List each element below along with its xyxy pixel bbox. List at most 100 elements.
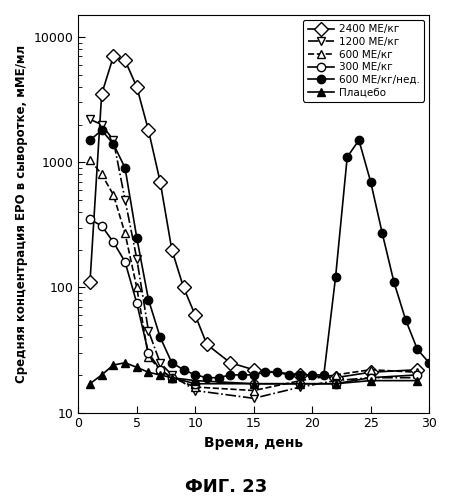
Плацебо	[367, 378, 373, 384]
600 МЕ/кг	[134, 284, 139, 290]
2400 МЕ/кг	[297, 372, 303, 378]
2400 МЕ/кг	[157, 178, 162, 184]
300 МЕ/кг	[169, 374, 174, 380]
Y-axis label: Средняя концентрация ЕРО в сыворотке, мМЕ/мл: Средняя концентрация ЕРО в сыворотке, мМ…	[15, 44, 28, 383]
1200 МЕ/кг	[110, 137, 116, 143]
1200 МЕ/кг	[122, 197, 128, 203]
600 МЕ/кг/нед.	[367, 178, 373, 184]
600 МЕ/кг	[110, 192, 116, 198]
Line: 300 МЕ/кг: 300 МЕ/кг	[86, 215, 421, 388]
2400 МЕ/кг	[332, 374, 337, 380]
600 МЕ/кг/нед.	[192, 372, 198, 378]
600 МЕ/кг/нед.	[250, 372, 256, 378]
600 МЕ/кг/нед.	[134, 234, 139, 240]
Плацебо	[157, 372, 162, 378]
600 МЕ/кг/нед.	[285, 372, 291, 378]
600 МЕ/кг	[145, 354, 151, 360]
600 МЕ/кг/нед.	[110, 141, 116, 147]
1200 МЕ/кг	[157, 360, 162, 366]
Legend: 2400 МЕ/кг, 1200 МЕ/кг, 600 МЕ/кг, 300 МЕ/кг, 600 МЕ/кг/нед., Плацебо: 2400 МЕ/кг, 1200 МЕ/кг, 600 МЕ/кг, 300 М…	[303, 20, 423, 102]
300 МЕ/кг	[332, 380, 337, 386]
300 МЕ/кг	[367, 374, 373, 380]
300 МЕ/кг	[157, 366, 162, 372]
2400 МЕ/кг	[169, 246, 174, 252]
2400 МЕ/кг	[367, 369, 373, 375]
2400 МЕ/кг	[134, 84, 139, 90]
2400 МЕ/кг	[110, 54, 116, 60]
Плацебо	[110, 362, 116, 368]
600 МЕ/кг/нед.	[122, 165, 128, 171]
600 МЕ/кг	[250, 388, 256, 394]
300 МЕ/кг	[87, 216, 92, 222]
600 МЕ/кг/нед.	[180, 366, 186, 372]
Плацебо	[87, 380, 92, 386]
Плацебо	[122, 360, 128, 366]
600 МЕ/кг	[122, 230, 128, 236]
1200 МЕ/кг	[250, 396, 256, 402]
300 МЕ/кг	[134, 300, 139, 306]
1200 МЕ/кг	[169, 372, 174, 378]
300 МЕ/кг	[192, 380, 198, 386]
600 МЕ/кг/нед.	[355, 137, 361, 143]
Плацебо	[297, 380, 303, 386]
2400 МЕ/кг	[250, 366, 256, 372]
Line: 600 МЕ/кг/нед.: 600 МЕ/кг/нед.	[86, 126, 432, 382]
2400 МЕ/кг	[414, 366, 419, 372]
Line: 2400 МЕ/кг: 2400 МЕ/кг	[85, 52, 421, 382]
300 МЕ/кг	[250, 380, 256, 386]
Плацебо	[250, 380, 256, 386]
600 МЕ/кг/нед.	[99, 128, 104, 134]
600 МЕ/кг/нед.	[145, 296, 151, 302]
600 МЕ/кг/нед.	[344, 154, 349, 160]
1200 МЕ/кг	[332, 378, 337, 384]
300 МЕ/кг	[110, 239, 116, 245]
600 МЕ/кг/нед.	[239, 372, 244, 378]
300 МЕ/кг	[297, 380, 303, 386]
600 МЕ/кг/нед.	[274, 369, 279, 375]
300 МЕ/кг	[99, 223, 104, 229]
600 МЕ/кг/нед.	[414, 346, 419, 352]
600 МЕ/кг/нед.	[297, 372, 303, 378]
Text: ФИГ. 23: ФИГ. 23	[184, 478, 267, 496]
2400 МЕ/кг	[227, 360, 232, 366]
600 МЕ/кг/нед.	[157, 334, 162, 340]
600 МЕ/кг/нед.	[320, 372, 326, 378]
300 МЕ/кг	[145, 350, 151, 356]
600 МЕ/кг	[99, 172, 104, 177]
600 МЕ/кг/нед.	[227, 372, 232, 378]
600 МЕ/кг/нед.	[169, 360, 174, 366]
600 МЕ/кг/нед.	[379, 230, 384, 236]
600 МЕ/кг/нед.	[332, 274, 337, 280]
600 МЕ/кг/нед.	[309, 372, 314, 378]
600 МЕ/кг	[157, 366, 162, 372]
600 МЕ/кг	[87, 156, 92, 162]
Плацебо	[169, 374, 174, 380]
600 МЕ/кг	[169, 374, 174, 380]
Line: Плацебо: Плацебо	[86, 358, 421, 388]
Плацебо	[192, 378, 198, 384]
1200 МЕ/кг	[367, 374, 373, 380]
300 МЕ/кг	[122, 259, 128, 265]
2400 МЕ/кг	[99, 91, 104, 97]
600 МЕ/кг/нед.	[402, 317, 408, 323]
Плацебо	[414, 378, 419, 384]
Line: 1200 МЕ/кг: 1200 МЕ/кг	[86, 115, 421, 403]
Плацебо	[134, 364, 139, 370]
600 МЕ/кг	[367, 366, 373, 372]
2400 МЕ/кг	[192, 312, 198, 318]
2400 МЕ/кг	[204, 342, 209, 347]
2400 МЕ/кг	[180, 284, 186, 290]
600 МЕ/кг/нед.	[425, 360, 431, 366]
600 МЕ/кг	[332, 372, 337, 378]
300 МЕ/кг	[414, 372, 419, 378]
1200 МЕ/кг	[297, 384, 303, 390]
2400 МЕ/кг	[87, 279, 92, 285]
1200 МЕ/кг	[87, 116, 92, 122]
X-axis label: Время, день: Время, день	[204, 436, 303, 450]
600 МЕ/кг	[192, 384, 198, 390]
1200 МЕ/кг	[192, 388, 198, 394]
2400 МЕ/кг	[145, 128, 151, 134]
600 МЕ/кг/нед.	[216, 374, 221, 380]
1200 МЕ/кг	[99, 122, 104, 128]
1200 МЕ/кг	[134, 256, 139, 262]
